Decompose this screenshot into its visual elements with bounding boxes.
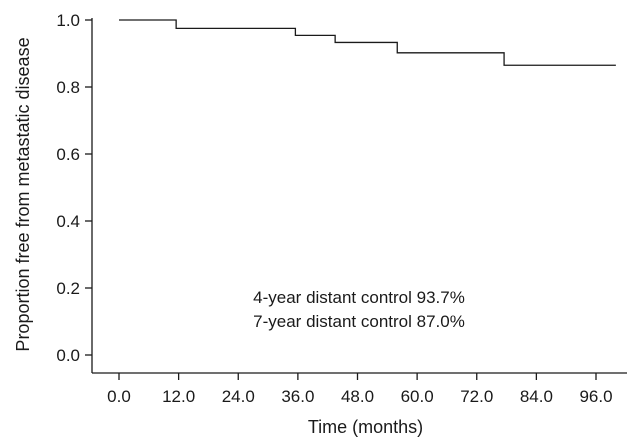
y-tick-label: 0.0 [56,346,80,365]
y-ticks: 0.0 0.2 0.4 0.6 0.8 1.0 [56,11,92,365]
y-tick-label: 0.6 [56,145,80,164]
y-tick-label: 1.0 [56,11,80,30]
x-tick-label: 60.0 [401,387,434,406]
x-axis-title: Time (months) [308,417,423,437]
x-tick-label: 24.0 [222,387,255,406]
x-tick-label: 0.0 [107,387,131,406]
y-axis-title: Proportion free from metastatic disease [13,37,33,351]
x-ticks: 0.0 12.0 24.0 36.0 48.0 60.0 72.0 84.0 96.0 [107,373,613,406]
x-tick-label: 12.0 [162,387,195,406]
survival-curve [119,19,616,66]
annotation-4-year: 4-year distant control 93.7% [253,288,465,307]
y-tick-label: 0.2 [56,279,80,298]
x-tick-label: 96.0 [579,387,612,406]
annotation-7-year: 7-year distant control 87.0% [253,312,465,331]
x-tick-label: 48.0 [341,387,374,406]
x-tick-label: 84.0 [520,387,553,406]
y-tick-label: 0.8 [56,78,80,97]
x-tick-label: 36.0 [281,387,314,406]
y-tick-label: 0.4 [56,212,80,231]
x-tick-label: 72.0 [460,387,493,406]
axes [91,18,627,374]
